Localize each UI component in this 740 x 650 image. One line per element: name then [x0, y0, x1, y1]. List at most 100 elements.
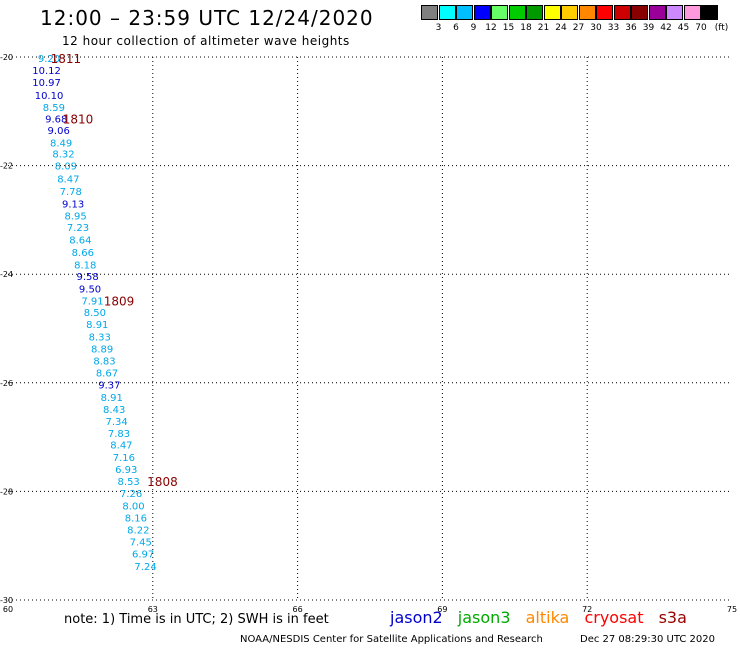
legend-swatch: [578, 5, 596, 20]
chart-title: 12:00 – 23:59 UTC 12/24/2020: [40, 6, 374, 30]
legend-label: 70: [695, 23, 707, 33]
wave-height-label: 8.59: [43, 103, 65, 114]
legend-swatch: [701, 5, 718, 20]
y-tick-label: -28: [0, 487, 13, 496]
chart-subtitle: 12 hour collection of altimeter wave hei…: [62, 34, 350, 48]
satellite-jason3: jason3: [457, 608, 511, 627]
wave-height-label: 8.00: [122, 502, 144, 513]
legend-swatch: [491, 5, 508, 20]
legend-label: 18: [520, 23, 532, 33]
wave-height-label: 8.91: [101, 393, 123, 404]
legend-label: 39: [642, 23, 655, 33]
generation-timestamp: Dec 27 08:29:30 UTC 2020: [580, 634, 715, 645]
wave-height-label: 9.20: [38, 54, 60, 65]
legend-label: 3: [435, 23, 442, 33]
legend-label: 42: [660, 23, 672, 33]
wave-height-label: 9.50: [79, 284, 101, 295]
wave-height-label: 7.34: [105, 417, 127, 428]
wave-height-label: 7.16: [113, 453, 135, 464]
x-tick-label: 60: [3, 605, 13, 614]
wave-height-label: 10.97: [32, 78, 61, 89]
satellite-jason2: jason2: [390, 608, 443, 627]
wave-height-label: 8.16: [125, 513, 147, 524]
legend-swatch: [613, 5, 631, 20]
wave-height-label: 7.91: [81, 296, 103, 307]
wave-height-label: 9.58: [77, 272, 99, 283]
satellite-altika: altika: [525, 608, 570, 627]
legend-swatch: [456, 5, 473, 20]
wave-height-label: 9.13: [62, 200, 84, 211]
wave-height-label: 8.32: [52, 150, 74, 161]
legend-label: 12: [485, 23, 497, 33]
legend-swatch: [421, 5, 438, 20]
wave-height-label: 8.09: [55, 162, 77, 173]
wave-height-label: 8.18: [74, 260, 96, 271]
x-tick-label: 66: [293, 605, 303, 614]
wave-height-label: 8.49: [50, 138, 72, 149]
y-tick-label: -22: [0, 162, 13, 171]
pass-time-label: 1809: [104, 294, 135, 308]
wave-height-label: 7.78: [60, 187, 82, 198]
legend-swatch: [648, 5, 666, 20]
legend-label: 21: [537, 23, 550, 33]
wave-height-label: 10.12: [32, 66, 61, 77]
legend-swatch: [666, 5, 683, 20]
legend-swatch: [596, 5, 613, 20]
y-tick-label: -24: [0, 270, 13, 279]
wave-height-label: 8.67: [96, 368, 118, 379]
wave-height-label: 7.26: [120, 489, 142, 500]
wave-height-label: 10.10: [35, 91, 64, 102]
legend-swatch: [683, 5, 701, 20]
wave-height-label: 8.83: [93, 357, 115, 368]
legend-swatch: [526, 5, 543, 20]
legend-label: 36: [625, 23, 637, 33]
pass-time-label: 1810: [63, 112, 94, 126]
wave-height-label: 8.43: [103, 405, 125, 416]
wave-height-label: 6.93: [115, 465, 137, 476]
legend-label: 27: [572, 23, 585, 33]
wave-height-label: 8.66: [72, 248, 94, 259]
legend-swatch: [543, 5, 561, 20]
legend-label: 45: [677, 23, 690, 33]
wave-height-label: 8.50: [84, 308, 106, 319]
satellite-cryosat: cryosat: [584, 608, 644, 627]
wave-height-label: 9.06: [48, 126, 70, 137]
legend-label: 9: [470, 23, 477, 33]
wave-height-label: 8.22: [127, 525, 149, 536]
legend-swatch: [438, 5, 456, 20]
wave-height-label: 8.91: [86, 320, 108, 331]
wave-height-label: 7.83: [108, 429, 130, 440]
satellite-legend: jason2 jason3 altika cryosat s3a: [390, 608, 697, 627]
wave-height-label: 8.89: [91, 345, 113, 356]
y-tick-label: -26: [0, 379, 13, 388]
wave-height-label: 6.97: [132, 549, 154, 560]
units-note: note: 1) Time is in UTC; 2) SWH is in fe…: [64, 612, 329, 627]
pass-time-label: 1808: [147, 475, 178, 489]
wave-height-label: 8.53: [118, 477, 140, 488]
wave-height-label: 8.95: [64, 212, 86, 223]
x-tick-label: 69: [437, 605, 447, 614]
x-tick-label: 75: [727, 605, 737, 614]
legend-unit: (ft): [714, 23, 729, 33]
x-tick-label: 63: [148, 605, 158, 614]
credit-line: NOAA/NESDIS Center for Satellite Applica…: [240, 634, 543, 645]
wave-height-label: 8.47: [110, 441, 132, 452]
wave-height-label: 7.45: [130, 537, 152, 548]
legend-swatch: [508, 5, 526, 20]
wave-height-label: 9.37: [98, 380, 120, 391]
legend-label: 24: [555, 23, 567, 33]
legend-label: 33: [607, 23, 620, 33]
pass-time-label: 1811: [51, 52, 82, 66]
y-tick-label: -30: [0, 596, 13, 605]
wave-height-label: 8.64: [69, 235, 91, 246]
legend-swatch: [631, 5, 648, 20]
y-tick-label: -20: [0, 53, 13, 62]
legend-label: 6: [453, 23, 459, 33]
legend-swatch: [561, 5, 578, 20]
legend-label: 15: [502, 23, 515, 33]
x-tick-label: 72: [582, 605, 592, 614]
legend-label: 30: [590, 23, 602, 33]
wave-height-label: 7.23: [67, 223, 89, 234]
wave-height-label: 9.68: [45, 114, 67, 125]
